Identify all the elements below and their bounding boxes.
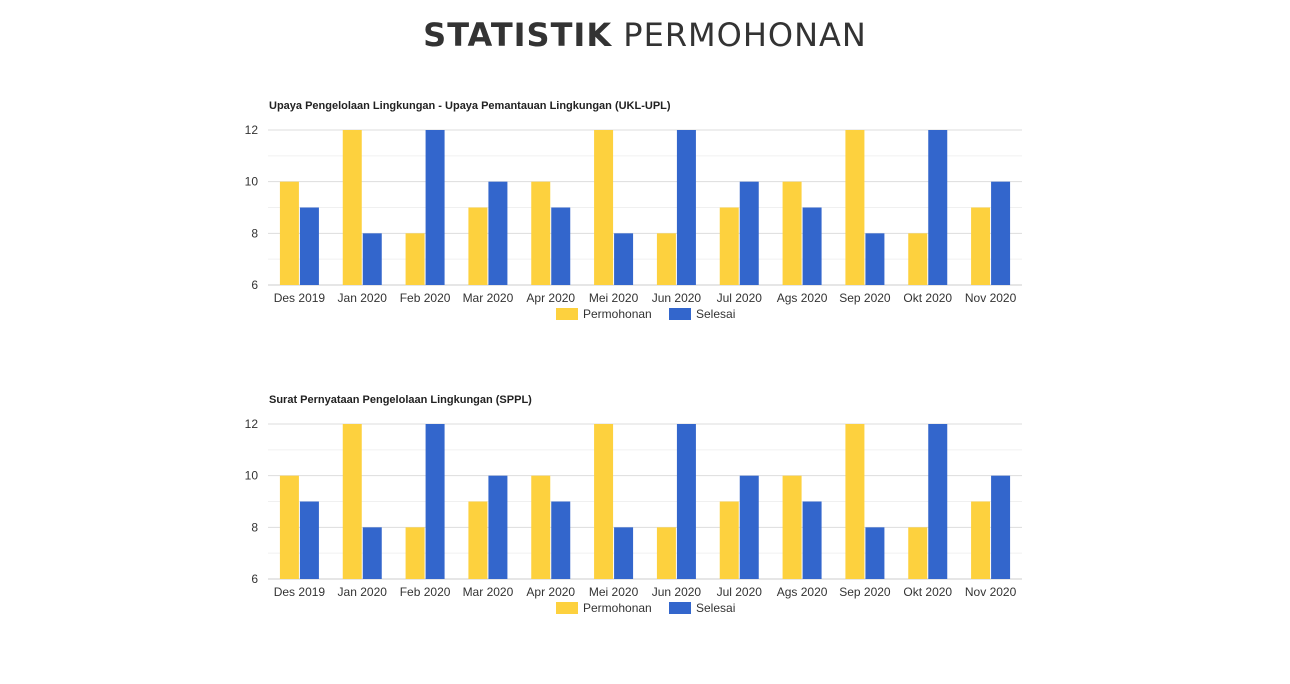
bar-selesai	[865, 233, 885, 285]
bar-selesai	[299, 207, 319, 285]
legend-label-permohonan: Permohonan	[583, 601, 652, 615]
bar-selesai	[928, 130, 948, 285]
bar-selesai	[928, 424, 948, 579]
y-tick-label: 10	[245, 469, 259, 483]
chart-svg: 6 8 10 12 Des 2019 Jan 2020 Feb 2020 Mar 2020 Ap…	[245, 123, 1022, 321]
legend-swatch-permohonan	[556, 308, 578, 320]
bar-permohonan	[279, 181, 299, 285]
y-tick-label: 12	[245, 123, 259, 137]
legend-label-permohonan: Permohonan	[583, 307, 652, 321]
x-tick-label: Jul 2020	[717, 291, 763, 305]
bar-permohonan	[405, 527, 425, 579]
bar-selesai	[488, 181, 508, 285]
bar-permohonan	[405, 233, 425, 285]
chart-title: Surat Pernyataan Pengelolaan Lingkungan …	[269, 394, 532, 406]
bar-permohonan	[279, 475, 299, 579]
chart-svg: 6 8 10 12 Des 2019 Jan 2020 Feb 2020 Mar 2020 Ap…	[245, 417, 1022, 615]
bar-permohonan	[971, 501, 991, 579]
chart-ukl-upl: Upaya Pengelolaan Lingkungan - Upaya Pem…	[230, 96, 1030, 336]
bar-permohonan	[908, 233, 928, 285]
bar-permohonan	[971, 207, 991, 285]
x-tick-label: Okt 2020	[903, 291, 952, 305]
bar-permohonan	[845, 424, 865, 579]
bar-permohonan	[468, 501, 488, 579]
x-tick-label: Nov 2020	[965, 585, 1017, 599]
bar-selesai	[488, 475, 508, 579]
legend-swatch-permohonan	[556, 602, 578, 614]
page-title-bold: STATISTIK	[423, 16, 613, 54]
x-tick-label: Sep 2020	[839, 291, 891, 305]
bar-selesai	[676, 424, 696, 579]
bar-selesai	[739, 181, 759, 285]
bar-selesai	[802, 501, 822, 579]
bar-permohonan	[908, 527, 928, 579]
bar-permohonan	[594, 130, 614, 285]
page-title-light: PERMOHONAN	[623, 16, 867, 54]
y-tick-label: 6	[251, 278, 258, 292]
bar-permohonan	[845, 130, 865, 285]
x-tick-label: Nov 2020	[965, 291, 1017, 305]
bar-selesai	[362, 527, 382, 579]
bar-permohonan	[468, 207, 488, 285]
bar-selesai	[551, 207, 571, 285]
x-tick-label: Apr 2020	[526, 291, 575, 305]
bar-permohonan	[782, 181, 802, 285]
bar-selesai	[614, 233, 634, 285]
bar-permohonan	[719, 501, 739, 579]
bar-selesai	[425, 424, 445, 579]
x-tick-label: Feb 2020	[400, 291, 451, 305]
bar-selesai	[865, 527, 885, 579]
bar-permohonan	[782, 475, 802, 579]
x-tick-label: Mei 2020	[589, 585, 639, 599]
x-tick-label: Sep 2020	[839, 585, 891, 599]
y-tick-label: 6	[251, 572, 258, 586]
bar-permohonan	[594, 424, 614, 579]
x-tick-label: Okt 2020	[903, 585, 952, 599]
x-tick-label: Jul 2020	[717, 585, 763, 599]
x-tick-label: Jan 2020	[338, 291, 388, 305]
y-tick-label: 10	[245, 175, 259, 189]
x-tick-label: Jun 2020	[652, 585, 702, 599]
x-tick-label: Ags 2020	[777, 585, 828, 599]
legend-swatch-selesai	[669, 308, 691, 320]
bar-permohonan	[719, 207, 739, 285]
x-tick-label: Jan 2020	[338, 585, 388, 599]
bar-selesai	[802, 207, 822, 285]
y-tick-label: 12	[245, 417, 259, 431]
y-tick-label: 8	[251, 520, 258, 534]
bar-selesai	[551, 501, 571, 579]
y-tick-label: 8	[251, 226, 258, 240]
x-tick-label: Jun 2020	[652, 291, 702, 305]
bar-permohonan	[531, 475, 551, 579]
bar-selesai	[425, 130, 445, 285]
bar-selesai	[299, 501, 319, 579]
bar-permohonan	[656, 527, 676, 579]
bar-selesai	[362, 233, 382, 285]
bar-selesai	[614, 527, 634, 579]
page-title: STATISTIK PERMOHONAN	[0, 16, 1290, 54]
x-tick-label: Des 2019	[274, 291, 326, 305]
bar-selesai	[739, 475, 759, 579]
chart-sppl: Surat Pernyataan Pengelolaan Lingkungan …	[230, 390, 1030, 630]
bar-permohonan	[342, 424, 362, 579]
legend-label-selesai: Selesai	[696, 307, 735, 321]
x-tick-label: Feb 2020	[400, 585, 451, 599]
x-tick-label: Mar 2020	[463, 291, 514, 305]
x-tick-label: Des 2019	[274, 585, 326, 599]
bar-permohonan	[656, 233, 676, 285]
legend-swatch-selesai	[669, 602, 691, 614]
bar-permohonan	[531, 181, 551, 285]
chart-title: Upaya Pengelolaan Lingkungan - Upaya Pem…	[269, 100, 671, 112]
legend-label-selesai: Selesai	[696, 601, 735, 615]
bar-selesai	[991, 181, 1011, 285]
x-tick-label: Ags 2020	[777, 291, 828, 305]
bar-selesai	[676, 130, 696, 285]
x-tick-label: Apr 2020	[526, 585, 575, 599]
bar-permohonan	[342, 130, 362, 285]
x-tick-label: Mar 2020	[463, 585, 514, 599]
x-tick-label: Mei 2020	[589, 291, 639, 305]
bar-selesai	[991, 475, 1011, 579]
